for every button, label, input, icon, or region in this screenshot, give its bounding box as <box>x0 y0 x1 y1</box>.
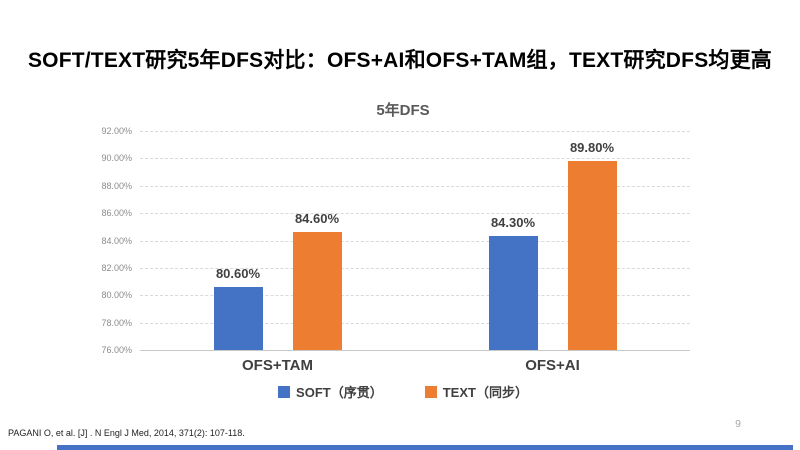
bar-soft-ofs-tam <box>213 287 263 350</box>
y-axis-tick-label: 76.00% <box>101 345 132 355</box>
legend: SOFT（序贯） TEXT（同步） <box>128 382 678 401</box>
y-axis-tick-label: 90.00% <box>101 153 132 164</box>
y-axis-tick-label: 80.00% <box>101 290 132 301</box>
legend-swatch-soft <box>278 385 291 398</box>
legend-label-text: TEXT（同步） <box>442 385 528 400</box>
plot-area: SOFT（序贯） TEXT（同步） 76.00% 78.00% 80.00% 82.00… <box>101 126 690 400</box>
legend-label-soft: SOFT（序贯） <box>296 385 383 400</box>
bar-value-label-text-ofs-ai: 89.80% <box>569 140 615 156</box>
gridline <box>140 295 690 297</box>
y-axis-tick-label: 84.00% <box>101 235 132 246</box>
gridline <box>140 267 690 269</box>
page-number: 9 <box>735 418 741 430</box>
bar-value-label-soft-ofs-tam: 80.60% <box>215 266 261 282</box>
y-axis-tick-label: 88.00% <box>101 180 132 191</box>
bar-soft-ofs-ai <box>488 236 538 350</box>
bar-text-ofs-ai <box>567 161 617 350</box>
gridline <box>140 158 690 160</box>
bar-value-label-soft-ofs-ai: 84.30% <box>490 215 536 231</box>
bar-value-label-text-ofs-tam: 84.60% <box>294 211 340 227</box>
citation: PAGANI O, et al. [J] . N Engl J Med, 201… <box>8 428 245 438</box>
legend-swatch-text <box>424 385 437 398</box>
chart-title: 5年DFS <box>376 102 430 119</box>
x-axis-line <box>140 350 690 351</box>
gridline <box>140 185 690 187</box>
y-axis-tick-label: 86.00% <box>101 208 132 219</box>
y-axis-tick-label: 78.00% <box>101 317 132 328</box>
gridline <box>140 240 690 242</box>
slide-title: SOFT/TEXT研究5年DFS对比：OFS+AI和OFS+TAM组，TEXT研… <box>27 49 773 72</box>
y-axis-tick-label: 92.00% <box>101 126 132 136</box>
x-axis-category-label-ofs-ai: OFS+AI <box>525 357 580 374</box>
y-axis-tick-label: 82.00% <box>101 262 132 273</box>
gridline <box>140 131 690 132</box>
legend-item-soft: SOFT（序贯） <box>278 382 383 401</box>
bottom-accent-bar <box>57 445 793 450</box>
legend-item-text: TEXT（同步） <box>424 382 528 401</box>
gridline <box>140 213 690 215</box>
bar-text-ofs-tam <box>292 232 342 350</box>
x-axis-category-label-ofs-tam: OFS+TAM <box>242 357 313 374</box>
gridline <box>140 322 690 324</box>
